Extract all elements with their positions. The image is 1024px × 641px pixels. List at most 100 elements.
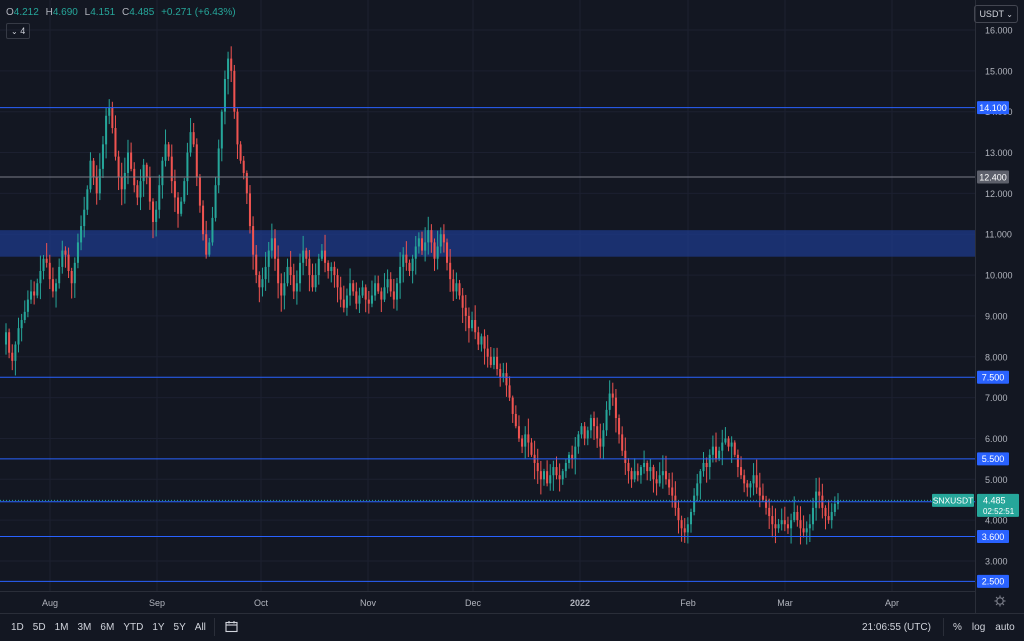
candle-body bbox=[408, 262, 411, 271]
time-tick-label: Sep bbox=[149, 598, 165, 608]
candle-body bbox=[277, 258, 280, 284]
candle-body bbox=[73, 262, 76, 284]
candle-body bbox=[367, 299, 370, 304]
candle-body bbox=[680, 520, 683, 529]
symbol-label-box bbox=[932, 493, 974, 507]
candle-body bbox=[352, 283, 355, 292]
indicators-toggle[interactable]: ⌄ 4 bbox=[6, 23, 31, 39]
time-tick-label: Dec bbox=[465, 598, 482, 608]
candle-body bbox=[273, 238, 277, 259]
candle-body bbox=[524, 434, 527, 447]
candle-body bbox=[317, 258, 320, 276]
candle-body bbox=[733, 442, 736, 455]
candle-body bbox=[630, 471, 633, 480]
range-button-1d[interactable]: 1D bbox=[11, 622, 24, 633]
range-button-1m[interactable]: 1M bbox=[54, 622, 69, 633]
candle-body bbox=[252, 226, 255, 255]
open-label: O bbox=[6, 7, 14, 18]
candle-body bbox=[805, 528, 808, 533]
candle-body bbox=[380, 291, 383, 300]
candle-body bbox=[177, 197, 180, 214]
high-label: H bbox=[45, 7, 53, 18]
candle-body bbox=[499, 369, 502, 378]
candle-body bbox=[602, 430, 605, 447]
range-button-ytd[interactable]: YTD bbox=[123, 622, 144, 633]
candle-body bbox=[308, 258, 311, 276]
candle-body bbox=[799, 520, 802, 529]
candle-body bbox=[255, 254, 258, 276]
candle-body bbox=[452, 279, 455, 292]
range-button-5d[interactable]: 5D bbox=[32, 622, 46, 633]
level-label-box bbox=[977, 529, 1009, 543]
symbol-label: SNXUSDT bbox=[933, 496, 974, 506]
candle-body bbox=[639, 467, 642, 476]
candle-body bbox=[42, 258, 45, 271]
candle-body bbox=[48, 262, 51, 280]
range-button-1y[interactable]: 1Y bbox=[152, 622, 165, 633]
candle-body bbox=[777, 524, 780, 529]
ohlc-legend: O4.212 H4.690 L4.151 C4.485 +0.271 (+6.4… bbox=[6, 7, 240, 18]
candle-body bbox=[746, 483, 749, 488]
candle-body bbox=[546, 471, 549, 484]
range-button-6m[interactable]: 6M bbox=[100, 622, 115, 633]
auto-scale-toggle[interactable]: auto bbox=[995, 622, 1015, 633]
candle-body bbox=[411, 258, 414, 271]
settings-gear-icon[interactable] bbox=[994, 595, 1006, 607]
utc-clock[interactable]: 21:06:55 (UTC) bbox=[862, 622, 931, 633]
candle-body bbox=[611, 393, 614, 398]
candle-body bbox=[721, 442, 724, 451]
candle-body bbox=[783, 520, 786, 525]
time-axis[interactable]: Aug Sep Oct Nov Dec 2022 Feb Mar Apr bbox=[42, 598, 899, 608]
candle-body bbox=[446, 242, 449, 263]
candle-body bbox=[827, 516, 830, 521]
candle-body bbox=[302, 250, 305, 263]
candle-body bbox=[727, 438, 730, 447]
range-button-3m[interactable]: 3M bbox=[77, 622, 92, 633]
candle-body bbox=[758, 487, 761, 496]
time-tick-label: Mar bbox=[777, 598, 793, 608]
price-tick-label: 11.000 bbox=[985, 230, 1012, 240]
candle-body bbox=[180, 201, 183, 214]
currency-button[interactable]: USDT ⌄ bbox=[974, 5, 1018, 23]
log-scale-toggle[interactable]: log bbox=[971, 622, 986, 633]
candle-body bbox=[424, 242, 427, 251]
candle-body bbox=[683, 528, 686, 533]
candle-body bbox=[730, 442, 733, 447]
level-label-text: 14.100 bbox=[979, 103, 1007, 113]
candle-body bbox=[8, 332, 11, 353]
candle-body bbox=[736, 454, 739, 468]
candle-body bbox=[711, 446, 714, 455]
candle-body bbox=[755, 475, 758, 488]
candle-body bbox=[480, 336, 483, 345]
candle-body bbox=[183, 181, 186, 202]
candle-body bbox=[248, 193, 251, 227]
candle-body bbox=[574, 446, 577, 459]
range-button-all[interactable]: All bbox=[194, 622, 206, 633]
price-tick-label: 7.000 bbox=[985, 393, 1008, 403]
candle-body bbox=[636, 471, 639, 476]
percent-scale-toggle[interactable]: % bbox=[953, 622, 962, 633]
candle-body bbox=[142, 164, 145, 182]
candle-body bbox=[358, 295, 361, 304]
candle-body bbox=[339, 287, 342, 300]
level-label-text: 2.500 bbox=[982, 577, 1005, 587]
candle-body bbox=[624, 450, 627, 463]
candle-body bbox=[58, 266, 61, 284]
range-button-5y[interactable]: 5Y bbox=[173, 622, 186, 633]
price-tick-label: 13.000 bbox=[985, 148, 1013, 158]
candle-body bbox=[364, 287, 367, 300]
candle-body bbox=[151, 201, 155, 222]
candle-body bbox=[148, 177, 151, 202]
candle-body bbox=[768, 507, 771, 517]
last-price-box bbox=[977, 493, 1019, 517]
candle-body bbox=[442, 234, 445, 243]
bottom-toolbar: 1D 5D 1M 3M 6M YTD 1Y 5Y All 21:06:55 (UTC) % lo… bbox=[0, 613, 1024, 641]
candle-body bbox=[458, 283, 461, 296]
candle-body bbox=[198, 177, 201, 206]
calendar-goto-icon[interactable] bbox=[225, 620, 238, 633]
candle-body bbox=[521, 438, 524, 447]
candle-body bbox=[105, 115, 108, 145]
candle-body bbox=[599, 438, 602, 447]
candle-body bbox=[239, 144, 242, 161]
